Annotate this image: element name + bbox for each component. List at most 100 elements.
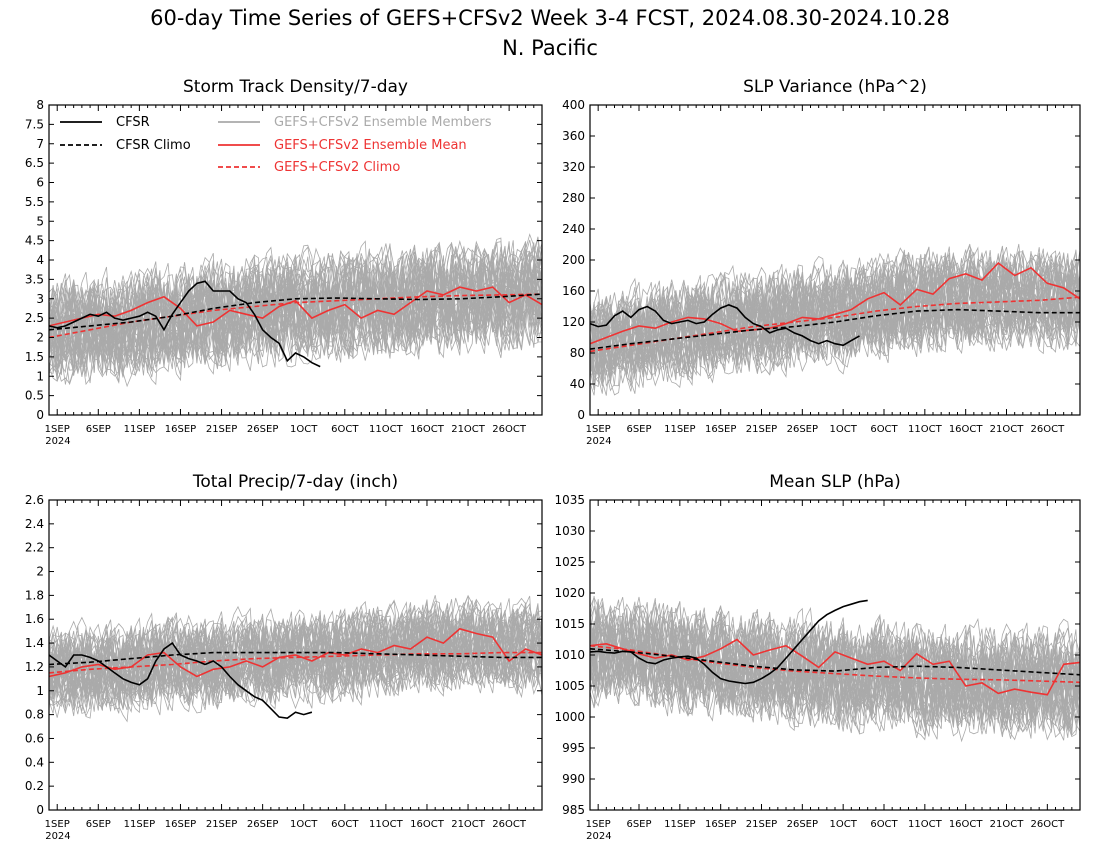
x-tick-label: 21SEP [746, 424, 777, 435]
cfsr-climo-line [590, 648, 1080, 676]
x-year-label: 2024 [586, 831, 611, 842]
y-tick-label: 0 [36, 803, 44, 817]
x-tick-label: 1OCT [290, 819, 318, 830]
ensemble-member-line [49, 246, 542, 384]
x-tick-label: 6SEP [626, 424, 651, 435]
ensemble-member-line [590, 250, 1080, 376]
y-tick-label: 6.5 [25, 156, 44, 170]
ensemble-member-line [590, 601, 1080, 735]
region-title: N. Pacific [502, 36, 598, 60]
ensemble-member-line [49, 606, 542, 704]
y-tick-label: 0.4 [25, 755, 44, 769]
y-tick-label: 1025 [554, 555, 585, 569]
y-tick-label: 2.4 [25, 517, 44, 531]
y-tick-label: 3 [36, 292, 44, 306]
y-tick-label: 200 [562, 253, 585, 267]
ensemble-member-line [590, 252, 1080, 388]
x-tick-label: 6OCT [331, 819, 359, 830]
x-tick-label: 16SEP [165, 424, 196, 435]
ensemble-member-line [590, 596, 1080, 738]
cfsr-climo-line [590, 308, 1080, 350]
y-tick-label: 4.5 [25, 234, 44, 248]
x-tick-label: 26OCT [1030, 819, 1065, 830]
x-tick-label: 6OCT [870, 424, 898, 435]
y-tick-label: 5.5 [25, 195, 44, 209]
legend-ensemble-mean-label: GEFS+CFSv2 Ensemble Mean [274, 138, 467, 153]
ensemble-mean-line [590, 262, 1080, 345]
y-tick-label: 990 [562, 772, 585, 786]
ensemble-member-line [590, 610, 1080, 734]
x-year-label: 2024 [45, 436, 70, 447]
y-tick-label: 1010 [554, 648, 585, 662]
legend-cfsr-climo-label: CFSR Climo [116, 138, 191, 153]
y-tick-label: 1030 [554, 524, 585, 538]
y-tick-label: 1005 [554, 679, 585, 693]
cfsr-line [49, 280, 321, 368]
x-tick-label: 11SEP [124, 819, 155, 830]
y-tick-label: 400 [562, 98, 585, 112]
cfsr-line [590, 599, 868, 685]
x-tick-label: 1OCT [290, 424, 318, 435]
y-tick-label: 2 [36, 565, 44, 579]
x-tick-label: 16OCT [410, 819, 445, 830]
plot-area [590, 243, 1080, 396]
x-tick-label: 6OCT [870, 819, 898, 830]
chart-title: Total Precip/7-day (inch) [192, 472, 398, 492]
x-tick-label: 26OCT [492, 424, 527, 435]
chart-title: Mean SLP (hPa) [769, 472, 901, 492]
y-tick-label: 0.6 [25, 731, 44, 745]
x-tick-label: 16OCT [410, 424, 445, 435]
x-tick-label: 11SEP [124, 424, 155, 435]
figure-title: 60-day Time Series of GEFS+CFSv2 Week 3-… [150, 6, 950, 30]
y-tick-label: 2.5 [25, 311, 44, 325]
y-tick-label: 40 [570, 377, 585, 391]
y-tick-label: 0.2 [25, 779, 44, 793]
x-tick-label: 6SEP [86, 424, 111, 435]
ensemble-mean-line [49, 286, 542, 327]
x-tick-label: 1OCT [830, 819, 858, 830]
y-tick-label: 0.8 [25, 708, 44, 722]
ensemble-member-line [49, 599, 542, 712]
x-tick-label: 21OCT [990, 819, 1025, 830]
ensemble-member-line [590, 255, 1080, 375]
x-tick-label: 1SEP [586, 424, 611, 435]
legend-cfsr-label: CFSR [116, 115, 150, 130]
ensemble-mean-line [49, 627, 542, 678]
y-tick-label: 2.6 [25, 493, 44, 507]
x-tick-label: 11OCT [908, 819, 943, 830]
x-tick-label: 1SEP [45, 424, 70, 435]
chart-title: Storm Track Density/7-day [183, 77, 408, 97]
ensemble-member-line [49, 594, 542, 714]
x-tick-label: 11SEP [664, 819, 695, 830]
x-tick-label: 11SEP [664, 424, 695, 435]
cfsr-climo-line [49, 651, 542, 666]
x-tick-label: 26SEP [247, 819, 278, 830]
cfsr-climo-line [49, 293, 542, 331]
ensemble-member-line [49, 253, 542, 372]
x-tick-label: 21OCT [990, 424, 1025, 435]
x-tick-label: 16SEP [705, 819, 736, 830]
y-tick-label: 3.5 [25, 272, 44, 286]
ensemble-member-line [590, 598, 1080, 734]
x-tick-label: 26OCT [492, 819, 527, 830]
y-tick-label: 995 [562, 741, 585, 755]
y-tick-label: 160 [562, 284, 585, 298]
y-tick-label: 320 [562, 160, 585, 174]
ensemble-member-line [590, 607, 1080, 730]
y-tick-label: 2 [36, 331, 44, 345]
ensemble-member-line [590, 608, 1080, 739]
ensemble-member-line [49, 242, 542, 372]
y-tick-label: 1020 [554, 586, 585, 600]
y-tick-label: 360 [562, 129, 585, 143]
ensemble-member-line [49, 603, 542, 706]
y-tick-label: 0.5 [25, 389, 44, 403]
plot-area [590, 596, 1080, 743]
y-tick-label: 80 [570, 346, 585, 360]
x-tick-label: 21OCT [451, 819, 486, 830]
y-tick-label: 1 [36, 369, 44, 383]
y-tick-label: 1035 [554, 493, 585, 507]
ensemble-member-line [590, 247, 1080, 392]
x-tick-label: 21SEP [206, 424, 237, 435]
